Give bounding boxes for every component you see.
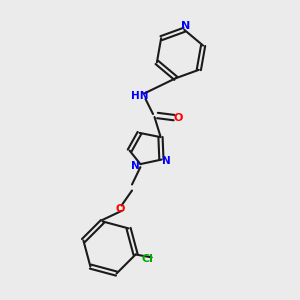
- Text: Cl: Cl: [141, 254, 153, 265]
- Text: HN: HN: [131, 91, 148, 101]
- Text: N: N: [162, 155, 171, 166]
- Text: O: O: [174, 112, 183, 123]
- Text: O: O: [115, 203, 125, 214]
- Text: N: N: [181, 21, 190, 31]
- Text: N: N: [130, 160, 140, 171]
